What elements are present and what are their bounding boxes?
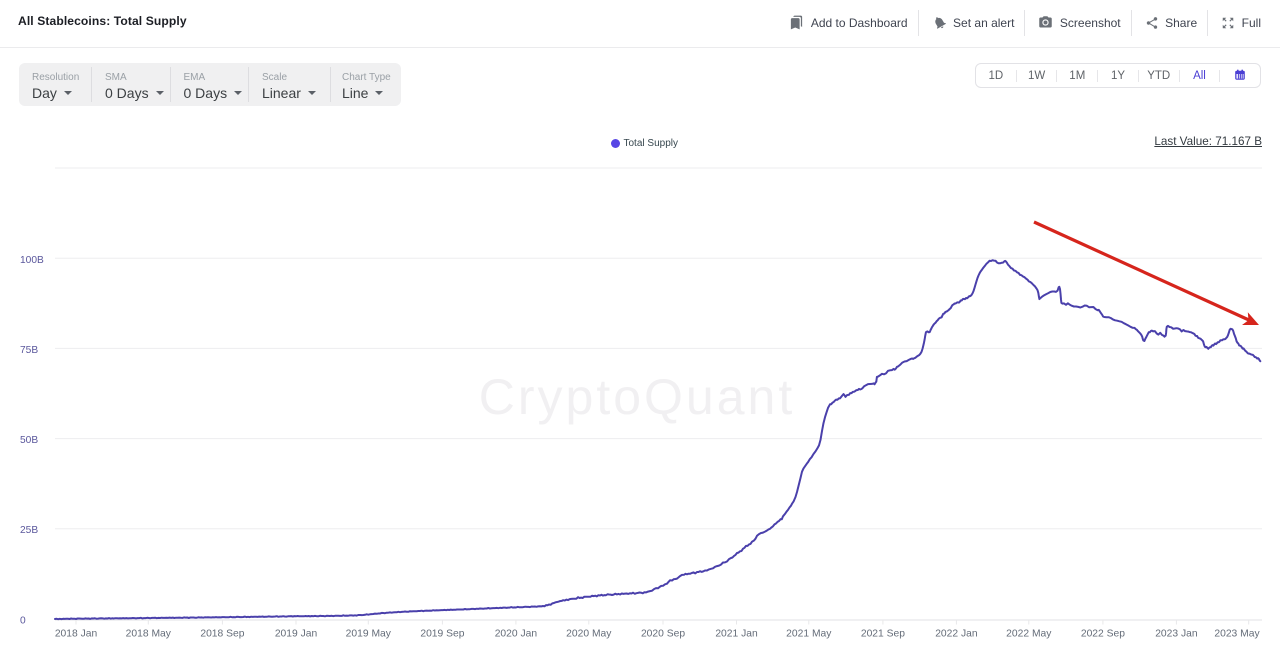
svg-text:2018 Sep: 2018 Sep	[200, 629, 244, 640]
svg-text:2023 Jan: 2023 Jan	[1155, 629, 1198, 640]
svg-text:2021 May: 2021 May	[786, 629, 832, 640]
svg-text:2018 Jan: 2018 Jan	[55, 629, 98, 640]
svg-text:100B: 100B	[20, 255, 44, 266]
svg-text:2021 Sep: 2021 Sep	[861, 629, 905, 640]
svg-text:2019 May: 2019 May	[346, 629, 392, 640]
svg-text:2022 May: 2022 May	[1006, 629, 1052, 640]
svg-text:2020 May: 2020 May	[566, 629, 612, 640]
svg-text:75B: 75B	[20, 345, 38, 356]
svg-text:2022 Sep: 2022 Sep	[1081, 629, 1125, 640]
svg-text:2023 May: 2023 May	[1214, 629, 1260, 640]
svg-text:2019 Sep: 2019 Sep	[420, 629, 464, 640]
svg-text:CryptoQuant: CryptoQuant	[479, 369, 795, 425]
svg-text:2022 Jan: 2022 Jan	[935, 629, 978, 640]
svg-text:2020 Jan: 2020 Jan	[495, 629, 538, 640]
svg-text:2020 Sep: 2020 Sep	[641, 629, 685, 640]
svg-text:2018 May: 2018 May	[126, 629, 172, 640]
svg-text:50B: 50B	[20, 435, 38, 446]
svg-text:2019 Jan: 2019 Jan	[275, 629, 318, 640]
svg-text:2021 Jan: 2021 Jan	[715, 629, 758, 640]
svg-text:25B: 25B	[20, 525, 38, 536]
svg-text:0: 0	[20, 616, 26, 627]
